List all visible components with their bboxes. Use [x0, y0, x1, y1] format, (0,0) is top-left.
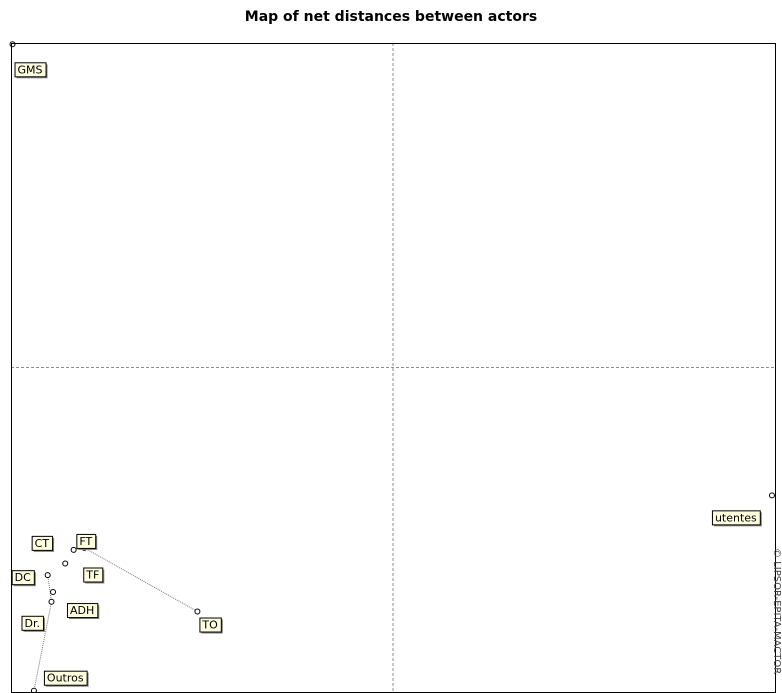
- point-tf: [62, 560, 69, 567]
- point-to: [194, 608, 201, 615]
- point-dc: [44, 572, 51, 579]
- point-gms: [9, 41, 16, 48]
- label-box: [76, 533, 97, 549]
- label-dc: DC: [11, 570, 36, 587]
- copyright-text: © LIPSOR-EPITA-MACTOR: [771, 548, 782, 674]
- chart-title: Map of net distances between actors: [244, 9, 538, 25]
- label-outros: Outros: [43, 670, 89, 687]
- label-box: [21, 615, 44, 631]
- label-box: [11, 570, 35, 586]
- label-ft: FT: [76, 533, 98, 550]
- label-text: TO: [201, 619, 218, 632]
- link-DC-Dr.: [47, 575, 52, 602]
- label-text: utentes: [715, 511, 757, 524]
- point-dr: [48, 598, 55, 605]
- label-text: FT: [79, 535, 92, 548]
- label-dr: Dr.: [21, 615, 45, 632]
- label-box: [199, 617, 222, 633]
- label-text: GMS: [18, 63, 43, 76]
- label-text: TF: [85, 568, 99, 581]
- label-text: Outros: [47, 672, 84, 685]
- label-gms: GMS: [14, 62, 48, 79]
- label-tf: TF: [83, 567, 105, 584]
- label-text: DC: [15, 571, 31, 584]
- link-FT-TO: [84, 547, 198, 612]
- label-to: TO: [199, 617, 223, 634]
- label-box: [31, 535, 54, 551]
- label-box: [14, 62, 47, 78]
- point-utentes: [768, 492, 775, 499]
- label-ct: CT: [31, 535, 55, 552]
- point-adh: [50, 589, 57, 596]
- label-text: ADH: [70, 604, 94, 617]
- label-utentes: utentes: [711, 510, 762, 527]
- label-text: Dr.: [24, 617, 39, 630]
- label-adh: ADH: [67, 603, 100, 620]
- label-text: CT: [35, 537, 50, 550]
- label-box: [711, 510, 761, 526]
- point-outros: [30, 687, 37, 693]
- point-ct: [70, 546, 77, 553]
- label-box: [67, 603, 99, 619]
- label-box: [43, 670, 88, 686]
- label-box: [83, 567, 104, 583]
